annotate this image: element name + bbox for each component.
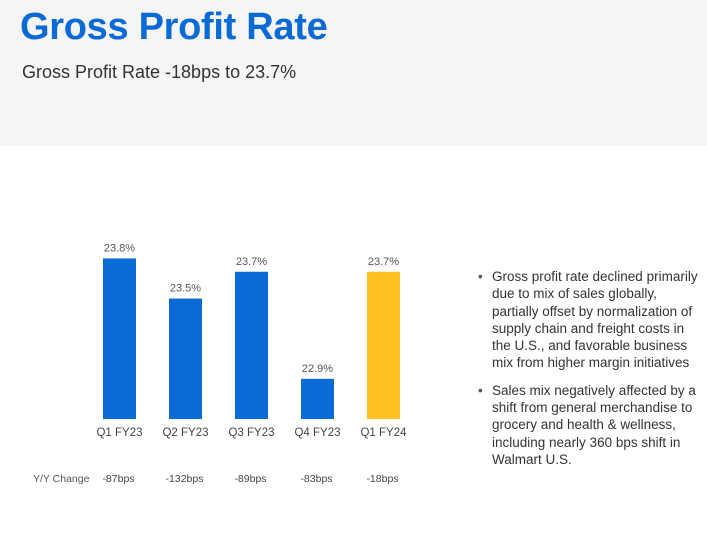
commentary-bullet: • Gross profit rate declined primarily d… bbox=[476, 268, 701, 372]
page-subtitle: Gross Profit Rate -18bps to 23.7% bbox=[22, 62, 297, 82]
category-label: Q1 FY24 bbox=[360, 427, 407, 439]
bar-value-label: 23.7% bbox=[368, 256, 399, 268]
yoy-value: -89bps bbox=[234, 473, 266, 485]
category-label: Q3 FY23 bbox=[228, 427, 274, 439]
bar-4 bbox=[301, 378, 334, 419]
yoy-value: -132bps bbox=[166, 473, 204, 485]
yoy-row-label: Y/Y Change bbox=[33, 473, 90, 485]
bar-value-label: 23.8% bbox=[104, 242, 135, 254]
header-band: Gross Profit Rate Gross Profit Rate -18b… bbox=[0, 0, 707, 146]
category-label: Q4 FY23 bbox=[294, 427, 340, 439]
bullet-dot-icon: • bbox=[478, 269, 483, 284]
yoy-value: -83bps bbox=[300, 473, 332, 485]
bar-value-label: 23.5% bbox=[170, 283, 201, 295]
commentary-text: Gross profit rate declined primarily due… bbox=[492, 269, 698, 371]
bar-2 bbox=[169, 298, 202, 419]
bar-value-label: 22.9% bbox=[302, 363, 333, 375]
bar-3 bbox=[235, 271, 268, 419]
bullet-dot-icon: • bbox=[478, 382, 483, 398]
category-label: Q2 FY23 bbox=[162, 427, 208, 439]
commentary-bullet: • Sales mix negatively affected by a shi… bbox=[476, 382, 701, 468]
page-title: Gross Profit Rate bbox=[20, 6, 328, 48]
bar-5 bbox=[367, 271, 400, 419]
commentary-text: Sales mix negatively affected by a shift… bbox=[492, 382, 696, 467]
yoy-value: -18bps bbox=[366, 473, 398, 485]
category-label: Q1 FY23 bbox=[96, 427, 142, 439]
yoy-value: -87bps bbox=[102, 473, 134, 485]
bar-value-label: 23.7% bbox=[236, 256, 267, 268]
bar-1 bbox=[103, 258, 136, 419]
gross-profit-bar-chart: 23.8% Q1 FY23 -87bps 23.5% Q2 FY23 -132bps 23.… bbox=[33, 242, 407, 485]
commentary-list: • Gross profit rate declined primarily d… bbox=[476, 268, 701, 478]
